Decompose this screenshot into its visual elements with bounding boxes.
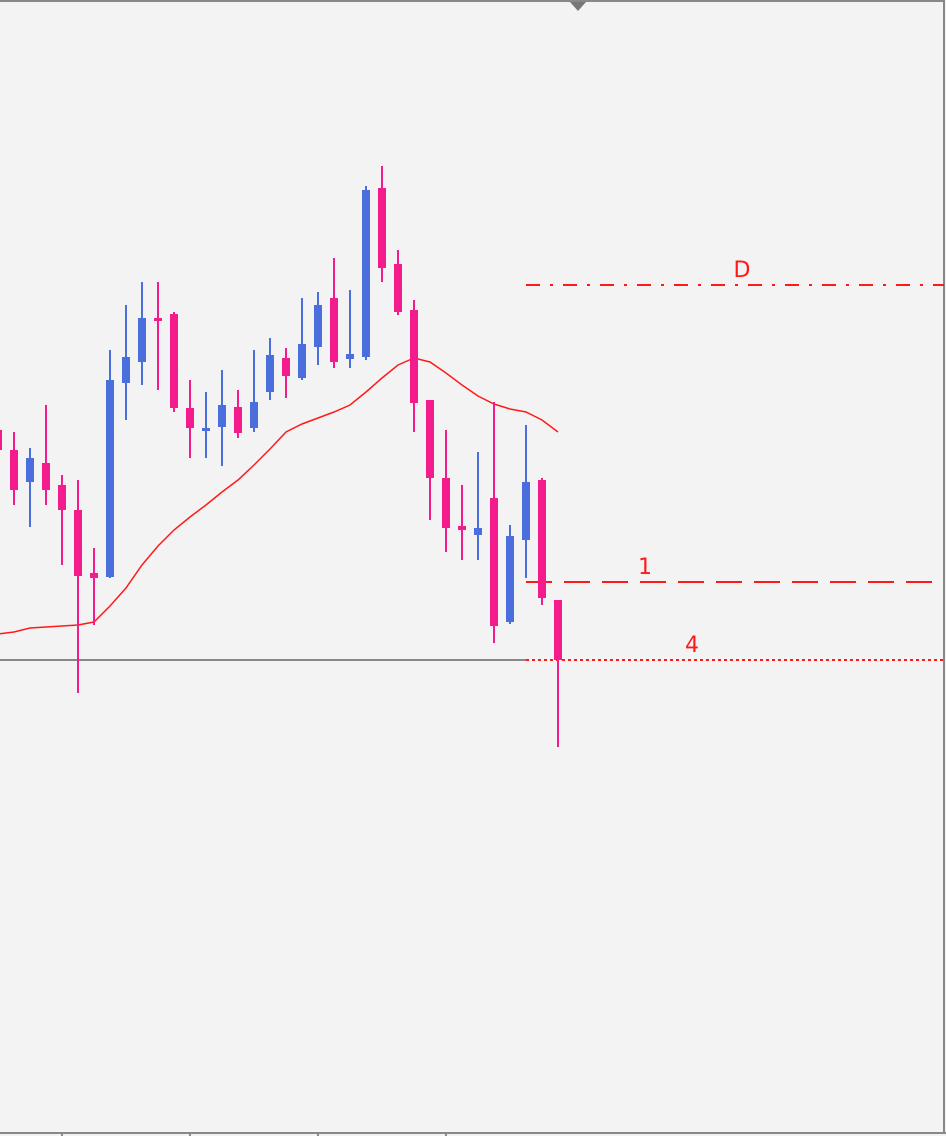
level-label: 1 [638,555,652,580]
candle-body [202,428,210,431]
candle-body [90,573,98,578]
candle-body [362,190,370,357]
candle-body [474,528,482,535]
candle-body [330,298,338,362]
candle-body [554,600,562,660]
candle-body [10,450,18,490]
candle-body [0,430,2,450]
candle-body [314,305,322,347]
level-label: D [734,258,751,283]
candle-body [170,314,178,408]
candle-body [218,405,226,427]
candle-body [378,188,386,268]
moving-average [0,357,559,635]
candle-body [186,408,194,428]
candle-body [42,463,50,490]
shift-marker [570,2,586,11]
candle-body [154,318,162,321]
candle-body [442,478,450,528]
candle-body [106,380,114,577]
candle-body [490,498,498,626]
candle-body [298,344,306,378]
candle-body [250,402,258,428]
candle-body [426,400,434,478]
candle-body [74,510,82,576]
candle-body [538,480,546,598]
candle-body [346,354,354,359]
candle-body [26,458,34,482]
candle-body [58,485,66,510]
candle-body [122,357,130,383]
candle-body [282,358,290,376]
level-label: 4 [685,633,699,658]
candle-body [266,355,274,392]
candle-body [458,526,466,530]
candle-body [522,482,530,540]
candle-body [410,310,418,403]
candle-body [506,536,514,622]
candle-body [394,264,402,312]
candle-body [234,407,242,433]
candle-body [138,318,146,362]
